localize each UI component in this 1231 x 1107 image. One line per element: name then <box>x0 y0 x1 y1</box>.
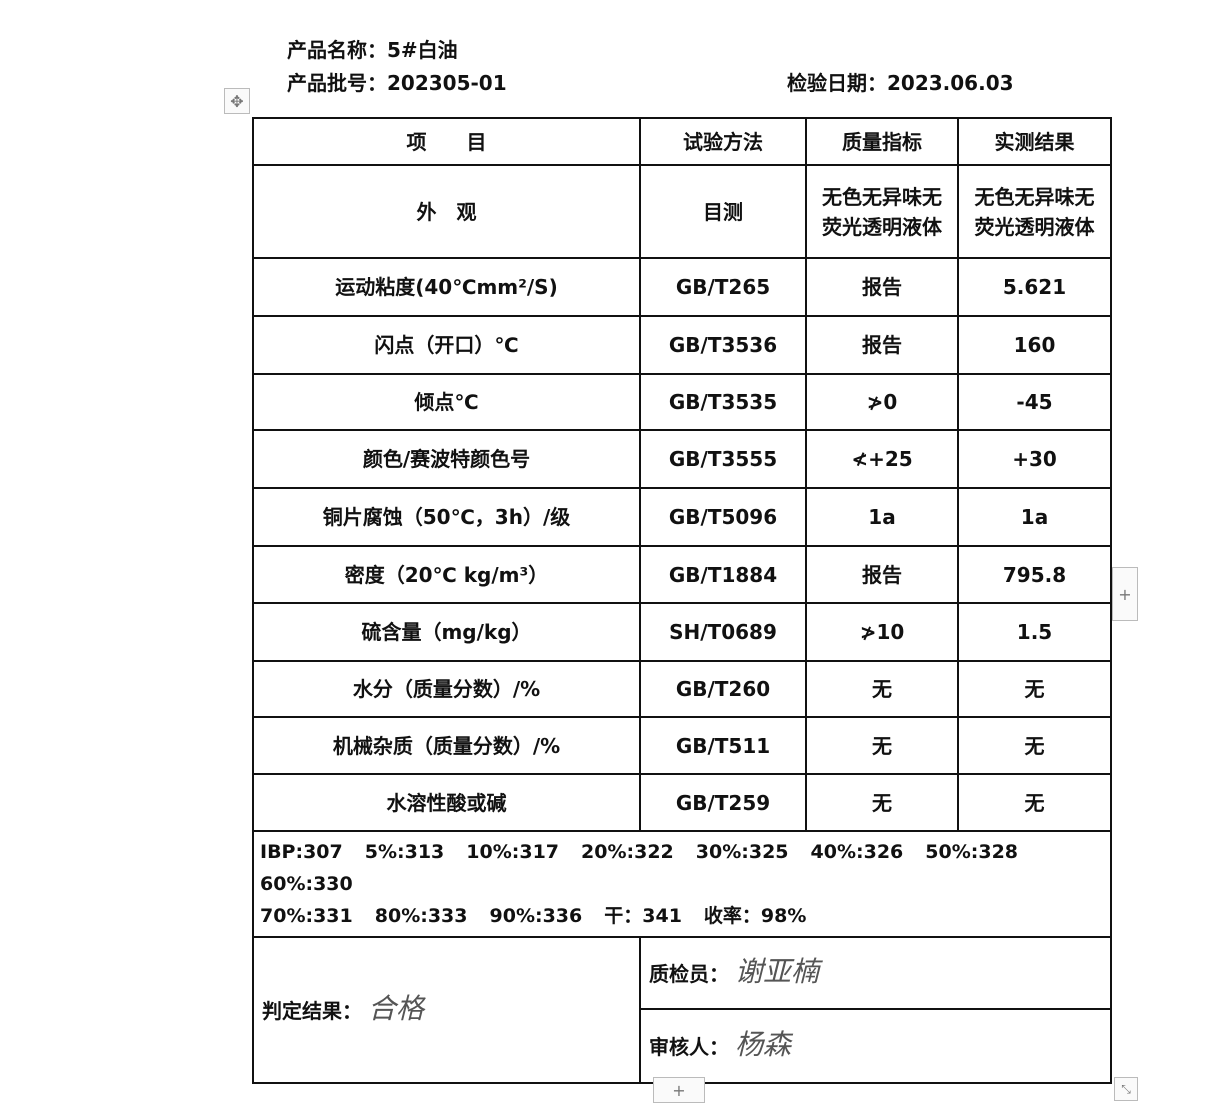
cell-item: 铜片腐蚀（50℃，3h）/级 <box>252 487 641 547</box>
judgement-cell: 判定结果： 合格 <box>252 936 641 1084</box>
cell-method: GB/T3555 <box>639 429 807 489</box>
judgement-label: 判定结果： <box>262 999 362 1023</box>
distillation-value: 收率：98% <box>703 905 807 927</box>
add-column-icon[interactable]: + <box>1112 567 1138 621</box>
cell-item: 水溶性酸或碱 <box>252 773 641 832</box>
cell-spec: 1a <box>805 487 959 547</box>
table-header-row: 项 目 试验方法 质量指标 实测结果 <box>252 117 1112 166</box>
cell-item: 硫含量（mg/kg） <box>252 602 641 662</box>
cell-spec: 报告 <box>805 315 959 375</box>
table-row: 外 观目测 无色无异味无荧光透明液体 无色无异味无荧光透明液体 <box>252 164 1112 259</box>
cell-spec: ≯0 <box>805 373 959 431</box>
table-row: 硫含量（mg/kg） SH/T0689 ≯10 1.5 <box>252 602 1112 662</box>
table-row: 颜色/赛波特颜色号 GB/T3555 ≮+25 +30 <box>252 429 1112 489</box>
inspection-table: 项 目 试验方法 质量指标 实测结果 外 观目测 无色无异味无荧光透明液体 无色无异… <box>252 117 1112 1084</box>
reviewer-cell: 审核人： 杨森 <box>639 1008 1112 1084</box>
product-name: 产品名称：5#白油 <box>287 38 458 62</box>
reviewer-label: 审核人： <box>649 1035 729 1059</box>
table-row: 密度（20℃ kg/m³） GB/T1884 报告 795.8 <box>252 545 1112 604</box>
cell-item: 运动粘度(40℃mm²/S) <box>252 257 641 317</box>
table-row: 水分（质量分数）/% GB/T260 无无 <box>252 660 1112 718</box>
cell-item: 颜色/赛波特颜色号 <box>252 429 641 489</box>
cell-spec: ≮+25 <box>805 429 959 489</box>
cell-item: 外 观 <box>252 164 641 259</box>
cell-spec: 无 <box>805 773 959 832</box>
cell-spec: 报告 <box>805 545 959 604</box>
col-header-method: 试验方法 <box>639 117 807 166</box>
distillation-value: 30%:325 <box>695 841 789 863</box>
cell-result: 无 <box>957 773 1112 832</box>
col-header-result: 实测结果 <box>957 117 1112 166</box>
cell-method: GB/T265 <box>639 257 807 317</box>
cell-spec: 无 <box>805 660 959 718</box>
cell-result: 无 <box>957 660 1112 718</box>
cell-method: GB/T5096 <box>639 487 807 547</box>
distillation-value: 40%:326 <box>810 841 904 863</box>
distillation-value: 10%:317 <box>466 841 560 863</box>
distillation-row: IBP:307 5%:313 10%:317 20%:322 30%:325 40%:32… <box>252 830 1112 938</box>
cell-method: 目测 <box>639 164 807 259</box>
add-row-icon[interactable]: + <box>653 1077 705 1103</box>
distillation-value: 70%:331 <box>260 905 353 927</box>
cell-item: 水分（质量分数）/% <box>252 660 641 718</box>
signature-row: 判定结果： 合格 质检员： 谢亚楠 <box>252 936 1112 1084</box>
distillation-value: 60%:330 <box>260 873 353 895</box>
table-row: 闪点（开口）℃ GB/T3536 报告 160 <box>252 315 1112 375</box>
cell-method: GB/T511 <box>639 716 807 775</box>
col-header-spec: 质量指标 <box>805 117 959 166</box>
cell-result: 5.621 <box>957 257 1112 317</box>
cell-item: 机械杂质（质量分数）/% <box>252 716 641 775</box>
distillation-cell: IBP:307 5%:313 10%:317 20%:322 30%:325 40%:32… <box>252 830 1112 938</box>
distillation-value: IBP:307 <box>260 841 343 863</box>
cell-spec: ≯10 <box>805 602 959 662</box>
cell-result: 795.8 <box>957 545 1112 604</box>
table-row: 铜片腐蚀（50℃，3h）/级 GB/T5096 1a 1a <box>252 487 1112 547</box>
cell-result: 无 <box>957 716 1112 775</box>
cell-result: 无色无异味无荧光透明液体 <box>957 164 1112 259</box>
move-handle-icon[interactable]: ✥ <box>224 88 250 114</box>
table-row: 机械杂质（质量分数）/% GB/T511 无无 <box>252 716 1112 775</box>
signature-row: 审核人： 杨森 <box>253 1008 1112 1084</box>
cell-result: +30 <box>957 429 1112 489</box>
inspector-signature: 谢亚楠 <box>735 955 820 988</box>
table-row: 水溶性酸或碱 GB/T259 无无 <box>252 773 1112 832</box>
cell-spec: 无 <box>805 716 959 775</box>
cell-item: 闪点（开口）℃ <box>252 315 641 375</box>
inspection-date: 检验日期：2023.06.03 <box>787 71 1014 95</box>
distillation-value: 80%:333 <box>374 905 468 927</box>
cell-result: 1a <box>957 487 1112 547</box>
cell-method: GB/T259 <box>639 773 807 832</box>
reviewer-signature: 杨森 <box>735 1028 792 1061</box>
cell-method: SH/T0689 <box>639 602 807 662</box>
inspector-cell: 质检员： 谢亚楠 <box>639 936 1112 1010</box>
table-row: 倾点℃ GB/T3535 ≯0 -45 <box>252 373 1112 431</box>
distillation-value: 50%:328 <box>925 841 1019 863</box>
resize-handle-icon[interactable]: ⤡ <box>1114 1077 1138 1101</box>
cell-result: 160 <box>957 315 1112 375</box>
cell-method: GB/T3535 <box>639 373 807 431</box>
cell-method: GB/T3536 <box>639 315 807 375</box>
judgement-signature: 合格 <box>368 992 425 1025</box>
batch-number: 产品批号：202305-01 <box>287 71 507 95</box>
distillation-value: 90%:336 <box>489 905 583 927</box>
cell-method: GB/T1884 <box>639 545 807 604</box>
distillation-value: 干：341 <box>604 905 682 927</box>
cell-item: 倾点℃ <box>252 373 641 431</box>
inspector-label: 质检员： <box>649 962 729 986</box>
col-header-item: 项 目 <box>252 117 641 166</box>
cell-result: -45 <box>957 373 1112 431</box>
distillation-value: 20%:322 <box>581 841 674 863</box>
cell-result: 1.5 <box>957 602 1112 662</box>
cell-item: 密度（20℃ kg/m³） <box>252 545 641 604</box>
cell-spec: 报告 <box>805 257 959 317</box>
cell-method: GB/T260 <box>639 660 807 718</box>
distillation-value: 5%:313 <box>364 841 445 863</box>
cell-spec: 无色无异味无荧光透明液体 <box>805 164 959 259</box>
table-row: 运动粘度(40℃mm²/S) GB/T265 报告 5.621 <box>252 257 1112 317</box>
